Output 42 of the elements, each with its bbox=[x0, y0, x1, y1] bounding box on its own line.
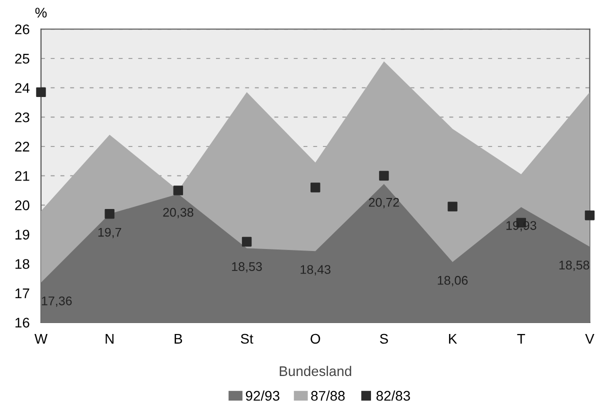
point bbox=[242, 236, 252, 247]
y-tick-label: 23 bbox=[15, 112, 30, 122]
data-label: 19,93 bbox=[506, 221, 536, 232]
data-label: 19,7 bbox=[98, 228, 122, 238]
point bbox=[104, 209, 114, 219]
point bbox=[379, 170, 389, 181]
data-label: 20,72 bbox=[368, 198, 399, 208]
point bbox=[173, 186, 184, 196]
x-tick-label: B bbox=[174, 334, 182, 344]
x-tick-label: N bbox=[106, 334, 114, 344]
y-tick-label: 26 bbox=[15, 24, 30, 34]
y-tick-label: 24 bbox=[15, 83, 30, 93]
data-label: 18,53 bbox=[232, 262, 262, 272]
y-axis-title: % bbox=[35, 8, 47, 18]
x-tick-label: S bbox=[380, 334, 388, 344]
y-tick-label: 16 bbox=[16, 318, 30, 328]
data-label: 17,36 bbox=[42, 296, 72, 307]
point bbox=[310, 182, 320, 192]
data-label: 18,58 bbox=[559, 260, 590, 272]
y-tick-label: 17 bbox=[16, 288, 30, 298]
x-tick-label: K bbox=[449, 334, 458, 344]
x-tick-label: T bbox=[517, 334, 526, 344]
point bbox=[36, 87, 46, 98]
y-tick-label: 22 bbox=[15, 142, 30, 152]
y-tick-label: 25 bbox=[15, 54, 30, 64]
legend-label: 87/88 bbox=[311, 390, 345, 401]
data-label: 18,43 bbox=[300, 265, 330, 276]
x-tick-label: W bbox=[34, 334, 48, 344]
legend-label: 82/83 bbox=[376, 390, 410, 401]
x-axis-title: Bundesland bbox=[280, 366, 352, 376]
y-tick-label: 20 bbox=[15, 200, 30, 210]
point bbox=[584, 210, 595, 220]
x-tick-label: O bbox=[310, 334, 320, 344]
x-tick-label: St bbox=[240, 334, 254, 344]
y-tick-label: 19 bbox=[16, 230, 30, 240]
y-tick-label: 18 bbox=[16, 259, 30, 269]
y-tick-label: 21 bbox=[15, 171, 30, 181]
legend-label: 92/93 bbox=[246, 390, 280, 401]
data-label: 20,38 bbox=[163, 208, 194, 218]
x-tick-label: V bbox=[585, 334, 594, 344]
data-label: 18,06 bbox=[438, 276, 468, 286]
point bbox=[448, 202, 458, 212]
